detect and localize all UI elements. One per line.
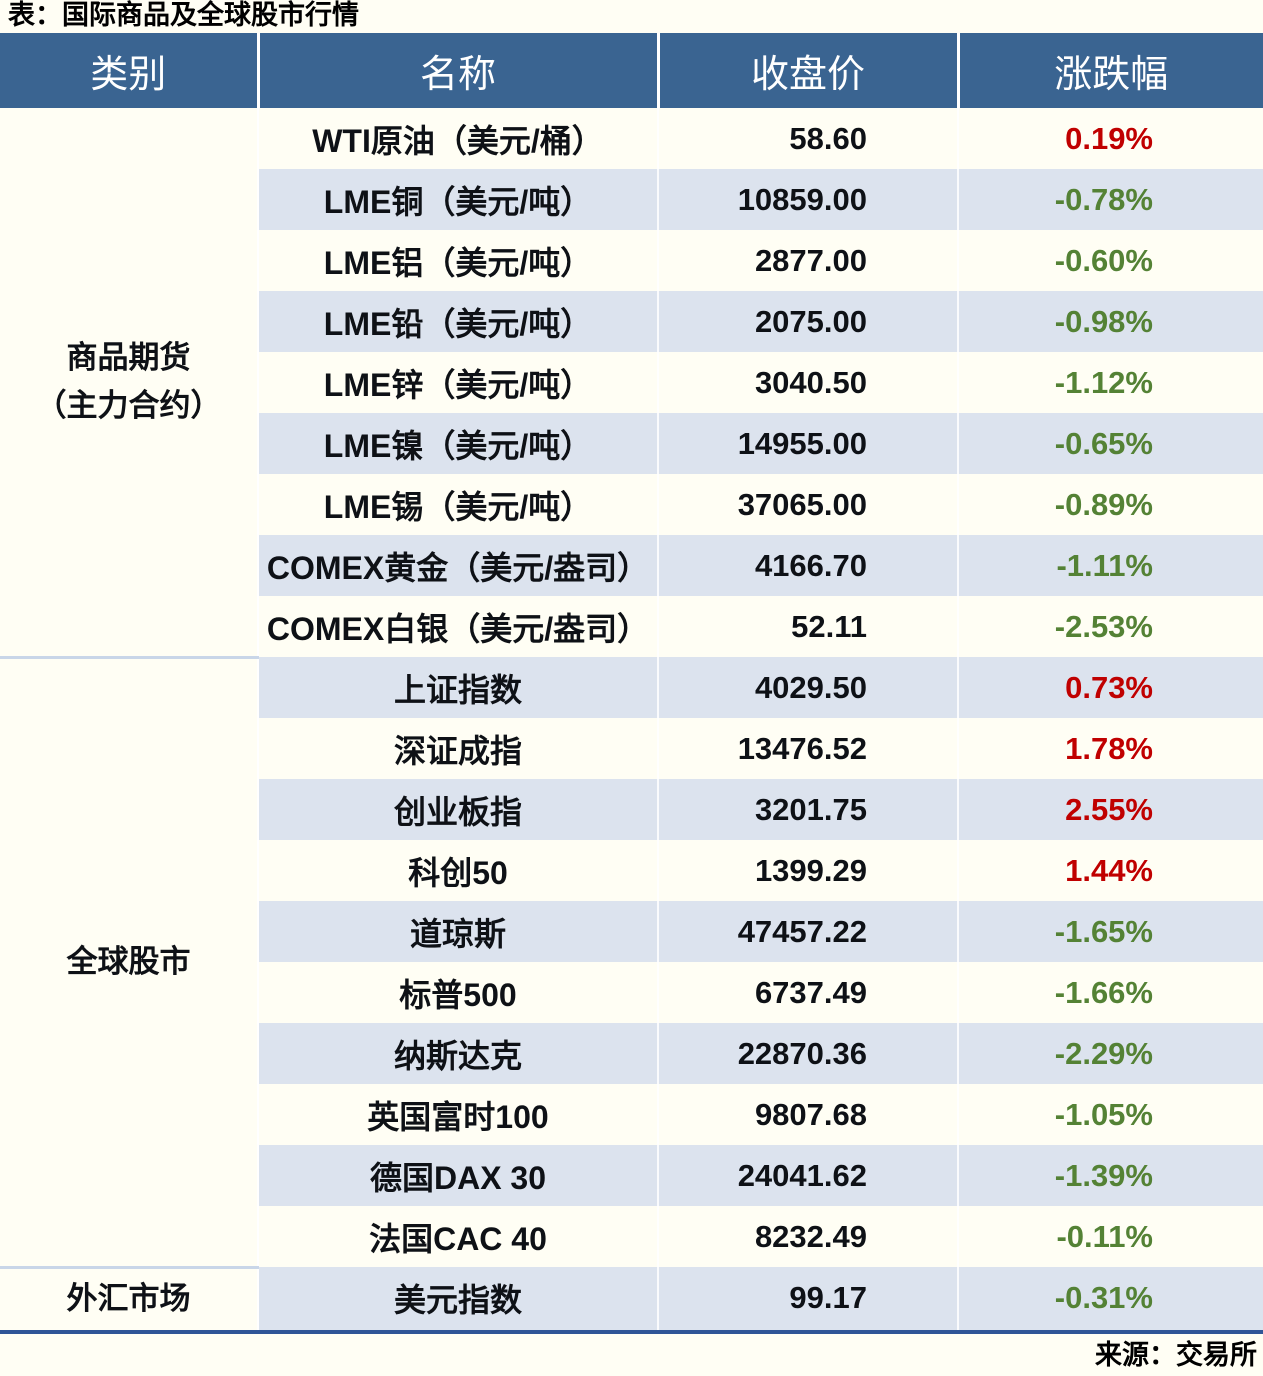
page-title: 表：国际商品及全球股市行情: [8, 0, 359, 30]
close-cell: 4029.50: [657, 657, 958, 718]
table-row: 英国富时100 9807.68 -1.05%: [0, 1084, 1263, 1145]
name-cell: LME铝（美元/吨）: [257, 230, 658, 291]
category-label: 外汇市场: [66, 1280, 191, 1316]
close-cell: 14955.00: [657, 413, 958, 474]
name-cell: 上证指数: [257, 657, 658, 718]
change-cell: 1.78%: [957, 718, 1263, 779]
change-cell: -0.78%: [957, 169, 1263, 230]
close-cell: 22870.36: [657, 1023, 958, 1084]
table-row: 德国DAX 30 24041.62 -1.39%: [0, 1145, 1263, 1206]
close-cell: 2877.00: [657, 230, 958, 291]
change-cell: 1.44%: [957, 840, 1263, 901]
change-cell: -1.65%: [957, 901, 1263, 962]
close-cell: 4166.70: [657, 535, 958, 596]
table-row: LME铜（美元/吨） 10859.00 -0.78%: [0, 169, 1263, 230]
change-cell: -0.89%: [957, 474, 1263, 535]
change-cell: -0.11%: [957, 1206, 1263, 1267]
close-cell: 2075.00: [657, 291, 958, 352]
close-cell: 37065.00: [657, 474, 958, 535]
change-cell: -1.12%: [957, 352, 1263, 413]
change-cell: -0.60%: [957, 230, 1263, 291]
name-cell: 德国DAX 30: [257, 1145, 658, 1206]
name-cell: LME镍（美元/吨）: [257, 413, 658, 474]
change-cell: -2.53%: [957, 596, 1263, 657]
name-cell: 深证成指: [257, 718, 658, 779]
change-cell: -1.39%: [957, 1145, 1263, 1206]
name-cell: LME锌（美元/吨）: [257, 352, 658, 413]
header-category: 类别: [0, 33, 258, 108]
name-cell: COMEX白银（美元/盎司）: [257, 596, 658, 657]
source-label: 来源：交易所: [1095, 1339, 1257, 1370]
table-row: COMEX白银（美元/盎司） 52.11 -2.53%: [0, 596, 1263, 657]
table-row: COMEX黄金（美元/盎司） 4166.70 -1.11%: [0, 535, 1263, 596]
table-row: 创业板指 3201.75 2.55%: [0, 779, 1263, 840]
category-label: 全球股市: [66, 943, 191, 979]
header-change-pct: 涨跌幅: [956, 33, 1263, 108]
close-cell: 24041.62: [657, 1145, 958, 1206]
close-cell: 6737.49: [657, 962, 958, 1023]
table-row: LME镍（美元/吨） 14955.00 -0.65%: [0, 413, 1263, 474]
name-cell: LME锡（美元/吨）: [257, 474, 658, 535]
header-name: 名称: [256, 33, 658, 108]
header-row: 类别 名称 收盘价 涨跌幅: [0, 33, 1263, 108]
table-row: 法国CAC 40 8232.49 -0.11%: [0, 1206, 1263, 1267]
change-cell: -2.29%: [957, 1023, 1263, 1084]
table-row: 标普500 6737.49 -1.66%: [0, 962, 1263, 1023]
close-cell: 47457.22: [657, 901, 958, 962]
category-label: 商品期货: [66, 339, 191, 375]
close-cell: 58.60: [657, 108, 958, 169]
close-cell: 1399.29: [657, 840, 958, 901]
close-cell: 9807.68: [657, 1084, 958, 1145]
table-row: LME锌（美元/吨） 3040.50 -1.12%: [0, 352, 1263, 413]
name-cell: 美元指数: [257, 1267, 658, 1334]
name-cell: 科创50: [257, 840, 658, 901]
change-cell: 0.73%: [957, 657, 1263, 718]
table-row: 商品期货 （主力合约） WTI原油（美元/桶） 58.60 0.19%: [0, 108, 1263, 659]
table-row: LME锡（美元/吨） 37065.00 -0.89%: [0, 474, 1263, 535]
change-cell: -1.66%: [957, 962, 1263, 1023]
table-row: 深证成指 13476.52 1.78%: [0, 718, 1263, 779]
name-cell: 标普500: [257, 962, 658, 1023]
category-cell: 外汇市场: [0, 1267, 259, 1334]
table-row: 科创50 1399.29 1.44%: [0, 840, 1263, 901]
category-cell: 全球股市: [0, 657, 259, 1269]
close-cell: 13476.52: [657, 718, 958, 779]
close-cell: 3040.50: [657, 352, 958, 413]
change-cell: -0.31%: [957, 1267, 1263, 1334]
change-cell: -0.65%: [957, 413, 1263, 474]
change-cell: -1.11%: [957, 535, 1263, 596]
table-row: 纳斯达克 22870.36 -2.29%: [0, 1023, 1263, 1084]
table-row: 全球股市 上证指数 4029.50 0.73%: [0, 657, 1263, 1269]
change-cell: -1.05%: [957, 1084, 1263, 1145]
close-cell: 8232.49: [657, 1206, 958, 1267]
table-row: LME铝（美元/吨） 2877.00 -0.60%: [0, 230, 1263, 291]
name-cell: LME铅（美元/吨）: [257, 291, 658, 352]
change-cell: -0.98%: [957, 291, 1263, 352]
table-row: 道琼斯 47457.22 -1.65%: [0, 901, 1263, 962]
table-row: 外汇市场 美元指数 99.17 -0.31%: [0, 1267, 1263, 1334]
close-cell: 52.11: [657, 596, 958, 657]
header-close-price: 收盘价: [656, 33, 958, 108]
name-cell: WTI原油（美元/桶）: [257, 108, 658, 169]
close-cell: 10859.00: [657, 169, 958, 230]
name-cell: COMEX黄金（美元/盎司）: [257, 535, 658, 596]
name-cell: 创业板指: [257, 779, 658, 840]
table-row: LME铅（美元/吨） 2075.00 -0.98%: [0, 291, 1263, 352]
market-table: 类别 名称 收盘价 涨跌幅 商品期货 （主力合约） WTI原油（美元/桶） 58.60…: [0, 33, 1263, 1334]
change-cell: 2.55%: [957, 779, 1263, 840]
change-cell: 0.19%: [957, 108, 1263, 169]
name-cell: LME铜（美元/吨）: [257, 169, 658, 230]
close-cell: 3201.75: [657, 779, 958, 840]
name-cell: 法国CAC 40: [257, 1206, 658, 1267]
name-cell: 纳斯达克: [257, 1023, 658, 1084]
category-cell: 商品期货 （主力合约）: [0, 108, 259, 659]
name-cell: 英国富时100: [257, 1084, 658, 1145]
name-cell: 道琼斯: [257, 901, 658, 962]
close-cell: 99.17: [657, 1267, 958, 1334]
category-label: （主力合约）: [35, 387, 222, 423]
